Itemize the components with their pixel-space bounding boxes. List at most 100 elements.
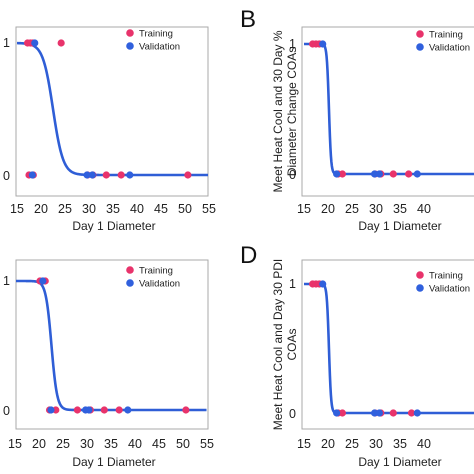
plot-frame xyxy=(301,259,474,430)
x-tick-label: 30 xyxy=(80,437,94,451)
panel-letter: D xyxy=(240,242,257,269)
panel-letter: B xyxy=(240,6,256,33)
x-tick-label: 40 xyxy=(417,202,431,216)
training-point xyxy=(182,406,190,414)
legend-label-training: Training xyxy=(429,30,463,41)
x-tick-label: 40 xyxy=(128,437,142,451)
validation-point xyxy=(83,171,91,179)
training-point xyxy=(338,170,346,178)
legend-label-training: Training xyxy=(139,29,173,40)
validation-point xyxy=(124,406,132,414)
x-tick-label: 45 xyxy=(154,202,168,216)
legend-marker-training xyxy=(416,30,424,38)
x-tick-label: 25 xyxy=(58,202,72,216)
validation-point xyxy=(28,171,36,179)
validation-point xyxy=(319,40,327,48)
validation-point xyxy=(126,171,134,179)
y-tick-label: 1 xyxy=(3,36,10,50)
y-tick-label: 0 xyxy=(289,168,296,182)
y-tick-label: 1 xyxy=(289,37,296,51)
x-tick-label: 25 xyxy=(345,437,359,451)
legend-label-validation: Validation xyxy=(429,284,470,295)
y-axis-title-line: COAs xyxy=(285,328,299,360)
legend-marker-training xyxy=(126,29,134,37)
plot-frame xyxy=(301,26,474,197)
x-tick-label: 15 xyxy=(8,437,22,451)
logistic-curve xyxy=(16,41,208,177)
training-point xyxy=(405,170,413,178)
x-axis-title: Day 1 Diameter xyxy=(72,219,155,233)
validation-point xyxy=(375,409,383,417)
y-tick-label: 0 xyxy=(3,169,10,183)
x-tick-label: 55 xyxy=(202,202,216,216)
y-tick-label: 1 xyxy=(289,277,296,291)
x-tick-label: 40 xyxy=(130,202,144,216)
x-tick-label: 15 xyxy=(297,437,311,451)
training-point xyxy=(100,406,108,414)
validation-point xyxy=(413,170,421,178)
legend-marker-validation xyxy=(416,284,424,292)
x-tick-label: 20 xyxy=(321,202,335,216)
x-axis-title: Day 1 Diameter xyxy=(358,219,441,233)
training-point xyxy=(338,409,346,417)
y-tick-label: 0 xyxy=(289,407,296,421)
training-point xyxy=(389,409,397,417)
x-tick-label: 40 xyxy=(417,437,431,451)
y-axis-title-line: Meet Heat Cool and 30 Day % xyxy=(271,30,285,192)
legend-marker-validation xyxy=(416,43,424,51)
legend-label-validation: Validation xyxy=(139,42,180,53)
x-axis-title: Day 1 Diameter xyxy=(72,455,155,469)
validation-point xyxy=(333,170,341,178)
y-tick-label: 0 xyxy=(3,404,10,418)
x-tick-label: 20 xyxy=(321,437,335,451)
training-point xyxy=(407,409,416,417)
x-tick-label: 55 xyxy=(200,437,214,451)
y-axis-title-line: Meet Heat Cool and Day 30 PDI xyxy=(271,259,285,430)
legend-marker-training xyxy=(126,266,134,274)
legend-marker-validation xyxy=(126,42,134,50)
validation-point xyxy=(31,39,39,47)
legend-label-validation: Validation xyxy=(429,43,470,54)
logistic-curve xyxy=(16,279,207,412)
x-tick-label: 30 xyxy=(369,202,383,216)
x-tick-label: 25 xyxy=(56,437,70,451)
legend-label-training: Training xyxy=(139,266,173,277)
x-tick-label: 20 xyxy=(34,202,48,216)
x-tick-label: 50 xyxy=(176,437,190,451)
y-axis-title: Meet Heat Cool and Day 30 PDICOAs xyxy=(271,259,299,430)
validation-point xyxy=(319,280,327,288)
x-tick-label: 50 xyxy=(178,202,192,216)
x-tick-label: 35 xyxy=(106,202,120,216)
x-axis-title: Day 1 Diameter xyxy=(358,455,441,469)
legend-label-validation: Validation xyxy=(139,279,180,290)
y-axis-title-line: Diameter Change COAs xyxy=(285,47,299,176)
x-tick-label: 30 xyxy=(82,202,96,216)
training-point xyxy=(73,406,81,414)
legend-label-training: Training xyxy=(429,271,463,282)
x-tick-label: 35 xyxy=(393,437,407,451)
validation-point xyxy=(85,406,93,414)
x-tick-label: 15 xyxy=(297,202,311,216)
validation-point xyxy=(88,171,96,179)
y-tick-label: 1 xyxy=(3,274,10,288)
x-tick-label: 35 xyxy=(104,437,118,451)
x-tick-label: 25 xyxy=(345,202,359,216)
validation-point xyxy=(333,409,341,417)
training-point xyxy=(117,171,125,179)
training-point xyxy=(115,406,123,414)
validation-point xyxy=(39,277,47,285)
training-point xyxy=(184,171,192,179)
legend-marker-validation xyxy=(126,279,134,287)
validation-point xyxy=(375,170,383,178)
validation-point xyxy=(413,409,421,417)
x-tick-label: 35 xyxy=(393,202,407,216)
training-point xyxy=(389,170,397,178)
training-point xyxy=(102,171,110,179)
plot-frame xyxy=(15,26,209,197)
training-point xyxy=(57,39,65,47)
